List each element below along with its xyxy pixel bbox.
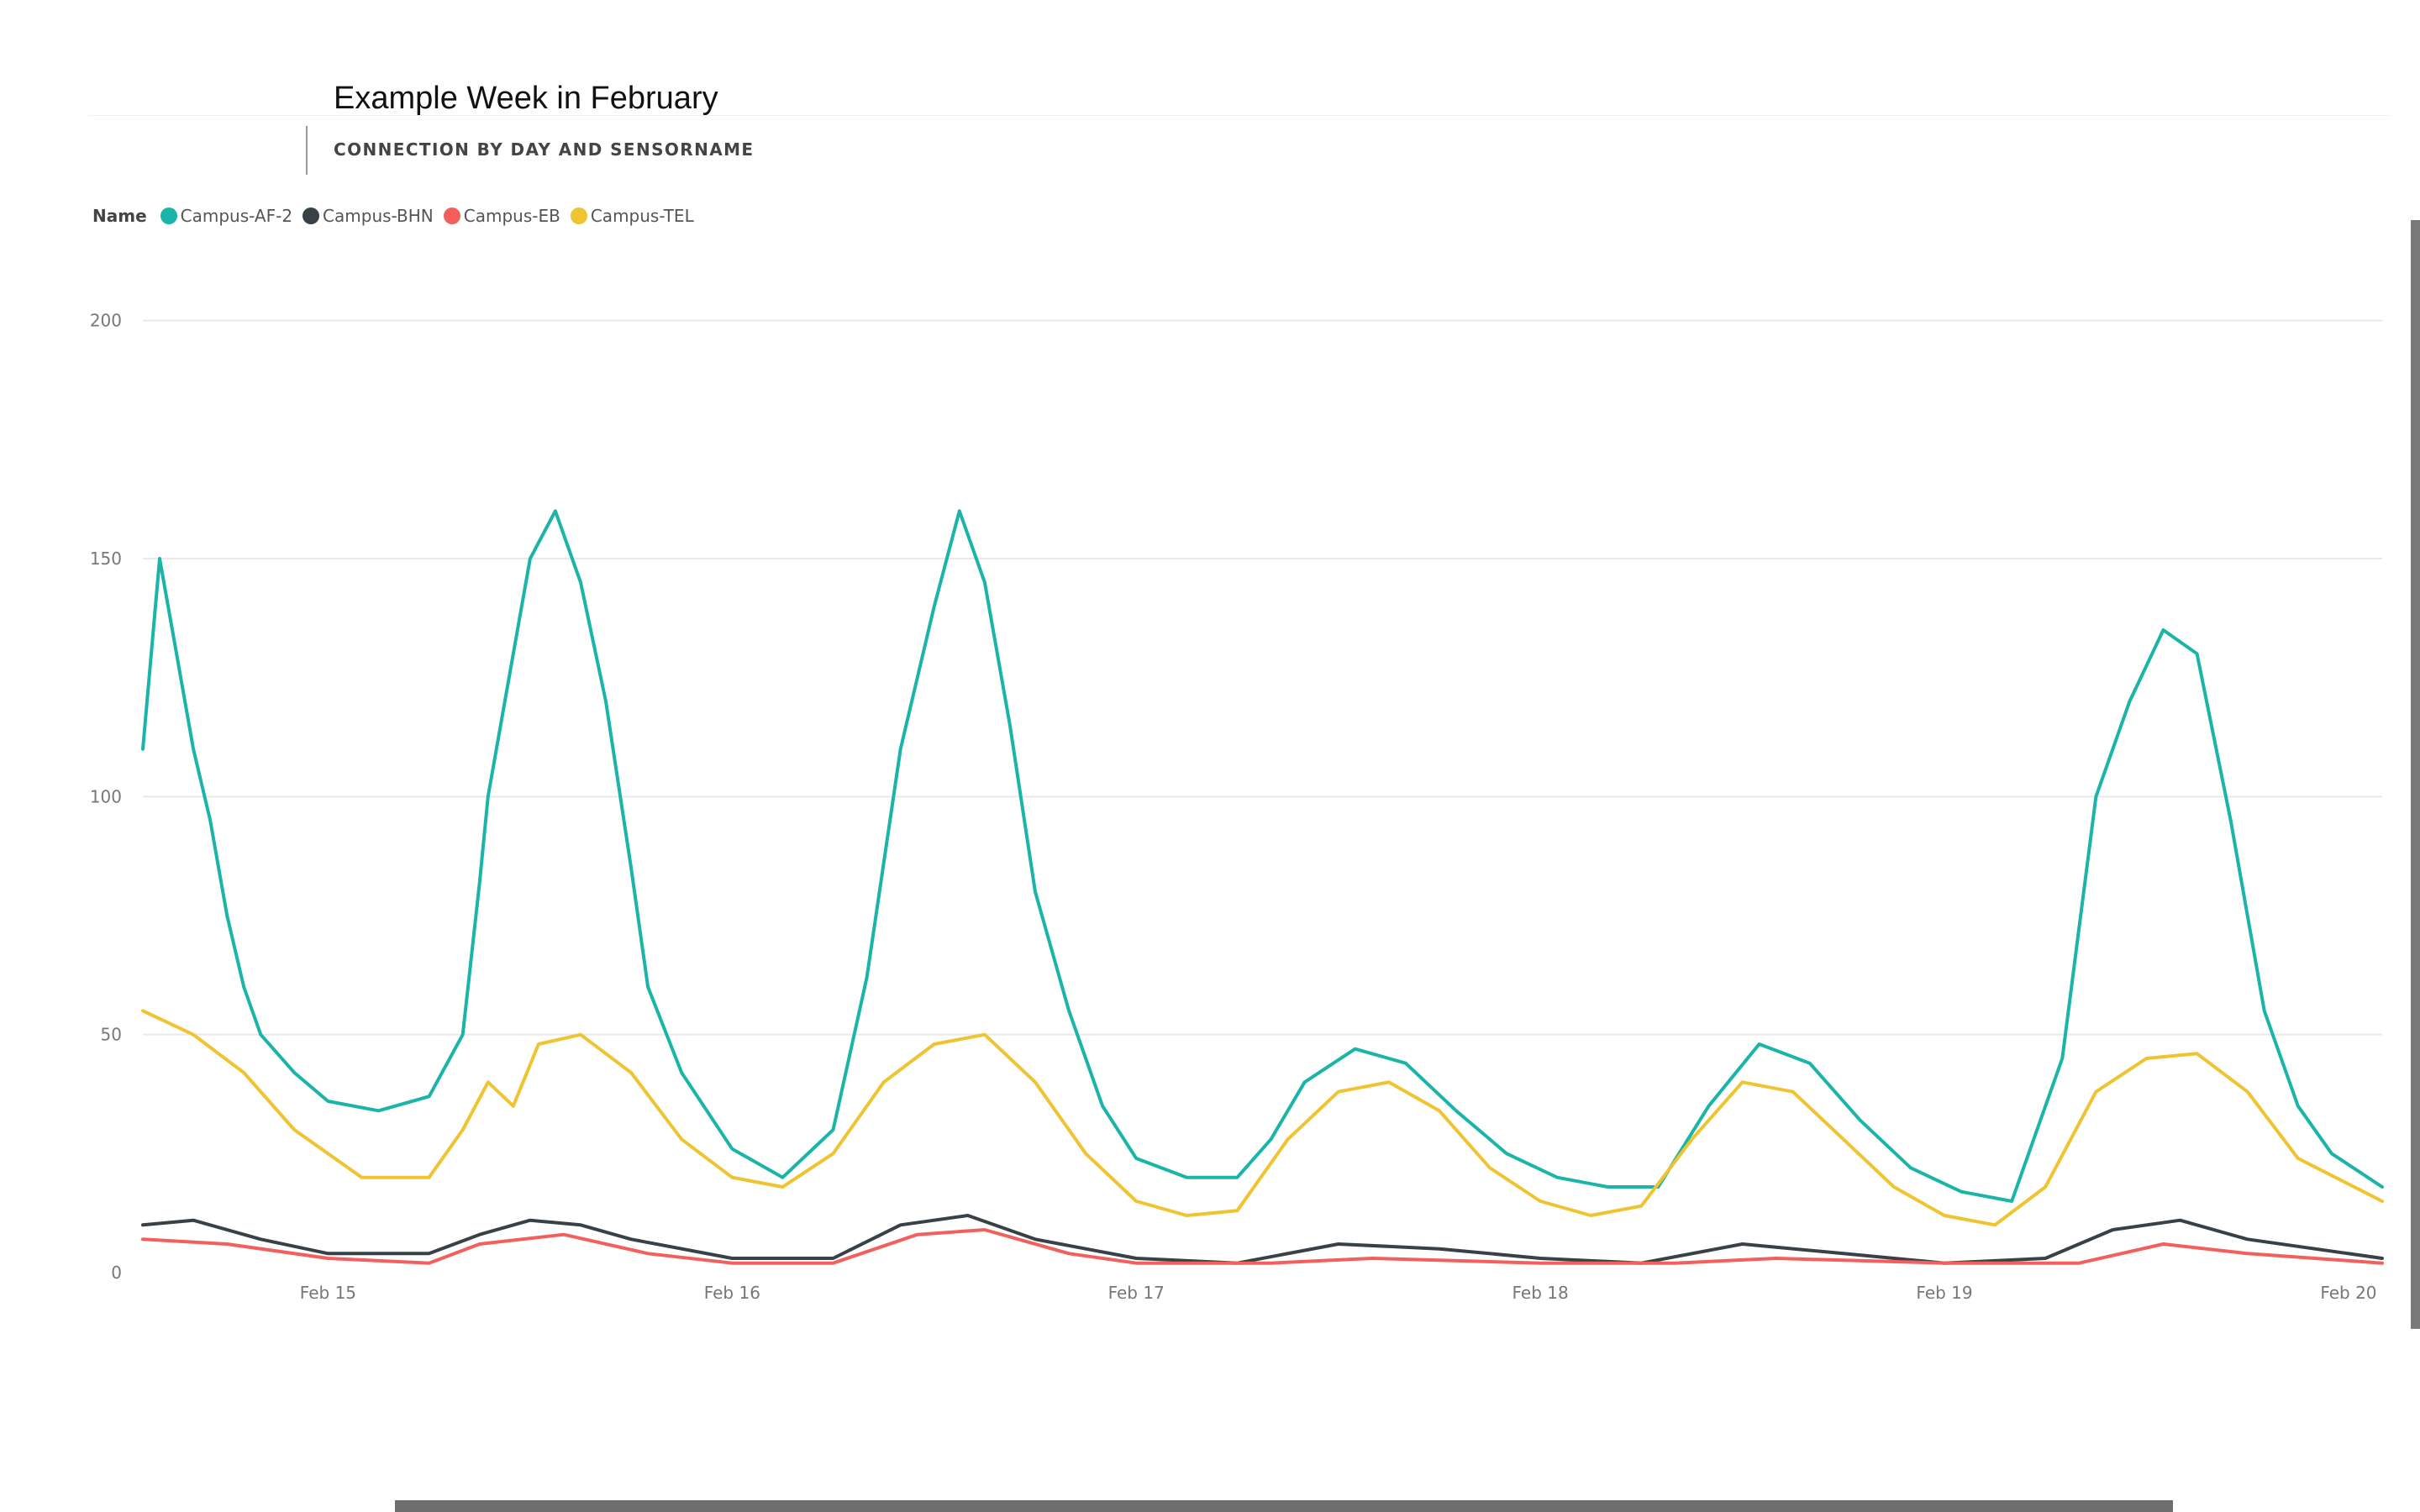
legend-marker	[570, 207, 587, 224]
legend-title: Name	[92, 206, 147, 226]
legend-marker	[160, 207, 177, 224]
x-tick-label: Feb 17	[1108, 1283, 1165, 1303]
horizontal-scrollbar[interactable]	[395, 1500, 2173, 1512]
chart-subtitle: CONNECTION BY DAY AND SENSORNAME	[334, 139, 755, 160]
gridlines	[143, 319, 2382, 1036]
title-divider	[306, 126, 308, 175]
legend-item-campus-tel[interactable]: Campus-TEL	[570, 206, 694, 226]
series-lines	[141, 509, 2384, 1265]
y-tick-label: 200	[90, 311, 122, 331]
legend-marker	[302, 207, 320, 224]
legend-label: Campus-TEL	[590, 206, 694, 226]
y-tick-label: 0	[111, 1263, 122, 1283]
y-tick-label: 150	[90, 549, 122, 569]
y-axis: 0 50 100 150 200	[90, 311, 122, 1283]
y-tick-label: 50	[101, 1025, 122, 1045]
legend: Name Campus-AF-2 Campus-BHN Campus-EB Ca…	[92, 206, 704, 226]
series-line-campus-eb	[141, 1228, 2384, 1265]
x-tick-label: Feb 16	[704, 1283, 760, 1303]
series-line-campus-bhn	[141, 1214, 2384, 1265]
legend-item-campus-af-2[interactable]: Campus-AF-2	[160, 206, 292, 226]
series-line-campus-tel	[141, 1009, 2384, 1227]
x-tick-label: Feb 15	[300, 1283, 356, 1303]
x-tick-label: Feb 19	[1916, 1283, 1972, 1303]
legend-item-campus-eb[interactable]: Campus-EB	[443, 206, 560, 226]
header-rule	[88, 115, 2391, 116]
legend-label: Campus-EB	[463, 206, 560, 226]
legend-marker	[443, 207, 460, 224]
vertical-scrollbar[interactable]	[2411, 220, 2420, 1329]
legend-label: Campus-AF-2	[180, 206, 293, 226]
legend-label: Campus-BHN	[323, 206, 434, 226]
y-tick-label: 100	[90, 786, 122, 806]
x-axis: Feb 15 Feb 16 Feb 17 Feb 18 Feb 19 Feb 20	[300, 1283, 2377, 1303]
series-line-campus-af-2	[141, 509, 2384, 1203]
x-tick-label: Feb 18	[1512, 1283, 1569, 1303]
x-tick-label: Feb 20	[2320, 1283, 2376, 1303]
chart-title: Example Week in February	[334, 81, 718, 116]
legend-item-campus-bhn[interactable]: Campus-BHN	[302, 206, 434, 226]
